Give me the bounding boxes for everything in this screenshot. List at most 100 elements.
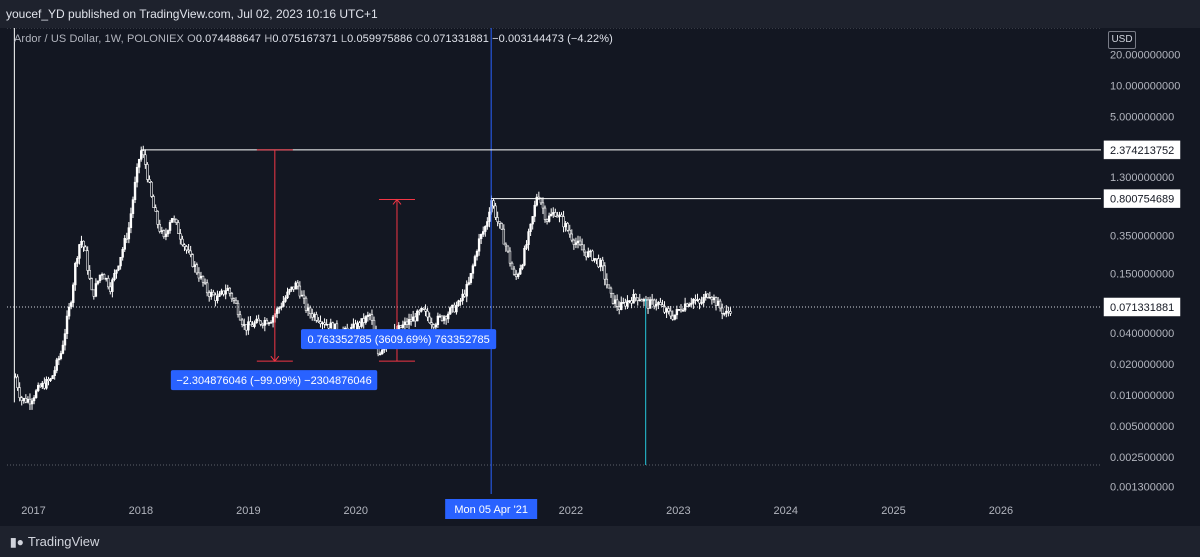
candle-body — [574, 242, 578, 245]
candle-body — [78, 244, 81, 259]
candle-body — [655, 303, 658, 307]
candle-body — [477, 238, 481, 252]
candle-body — [653, 299, 656, 307]
candle-body — [494, 205, 497, 218]
measure-arrowhead — [270, 355, 280, 362]
candle-body — [172, 218, 176, 220]
candle-body — [352, 323, 355, 328]
candle-body — [381, 349, 384, 355]
candle-body — [624, 302, 627, 307]
candle-body — [721, 307, 724, 314]
time-axis[interactable]: 2017 2018 2019 2020 2022 2023 2024 2025 2026 Mon … — [0, 494, 1101, 524]
candle-body — [550, 213, 553, 217]
time-tick-label: 2019 — [236, 505, 260, 517]
candle-body — [671, 315, 674, 320]
candle-body — [665, 308, 668, 313]
candle-body — [72, 284, 75, 303]
candle-body — [508, 250, 512, 264]
candle-body — [512, 268, 516, 275]
candle-body — [580, 244, 584, 251]
candle-body — [43, 382, 46, 389]
candle-body — [607, 284, 611, 289]
candle-body — [690, 302, 693, 305]
candle-body — [725, 310, 728, 314]
candle-body — [527, 231, 530, 245]
candle-body — [121, 249, 124, 258]
candle-body — [422, 307, 425, 310]
currency-button[interactable]: USD — [1108, 31, 1136, 49]
candle-body — [156, 211, 159, 225]
candle-body — [659, 302, 662, 305]
candle-body — [465, 284, 468, 297]
price-tick-label: 0.350000000 — [1110, 231, 1174, 243]
candle-body — [576, 240, 580, 244]
measure-label: 0.763352785 (3609.69%) 763352785 — [307, 334, 489, 346]
candle-body — [96, 280, 100, 284]
candle-body — [446, 313, 450, 320]
candle-body — [177, 222, 180, 234]
candle-body — [496, 217, 499, 223]
candle-body — [449, 307, 452, 315]
candle-body — [57, 358, 61, 361]
price-tick-label: 0.040000000 — [1110, 328, 1174, 340]
price-tick-label: 0.002500000 — [1110, 452, 1174, 464]
symbol-name: Ardor / US Dollar, 1W, POLONIEX — [14, 33, 184, 45]
candle-body — [152, 196, 155, 208]
candle-body — [107, 277, 110, 288]
candle-body — [545, 219, 549, 222]
crosshair-date-box — [445, 499, 538, 519]
candle-body — [30, 400, 34, 405]
candle-body — [142, 150, 145, 156]
candle-body — [379, 353, 382, 356]
candle-body — [681, 309, 685, 312]
candle-body — [405, 321, 409, 325]
candle-body — [492, 200, 495, 207]
candle-body — [632, 293, 635, 304]
candle-body — [224, 290, 227, 295]
level-price-tag-box — [1103, 140, 1181, 160]
candle-body — [53, 370, 56, 376]
candle-body — [222, 290, 225, 295]
candle-body — [638, 299, 641, 302]
candle-body — [226, 287, 229, 291]
candle-body — [290, 286, 293, 290]
candle-body — [88, 270, 91, 279]
price-tick-label: 1.300000000 — [1110, 172, 1174, 184]
candle-body — [424, 309, 427, 312]
candle-body — [558, 214, 561, 217]
chart-plot[interactable]: −2.304876046 (−99.09%) −2304876046 0.7633… — [7, 28, 1101, 494]
candle-body — [282, 301, 285, 307]
candle-body — [529, 223, 532, 232]
candle-body — [442, 316, 446, 321]
candle-body — [28, 398, 32, 405]
candle-body — [535, 196, 538, 206]
candle-body — [729, 311, 732, 314]
candle-body — [469, 273, 473, 283]
crosshair-date-label: Mon 05 Apr '21 — [454, 504, 528, 516]
time-tick-label: 2022 — [559, 505, 583, 517]
candle-body — [197, 272, 201, 279]
candle-body — [319, 321, 322, 324]
level-price-tag-box — [1103, 189, 1181, 208]
candle-body — [123, 238, 126, 250]
candle-body — [230, 293, 234, 300]
candle-body — [403, 321, 407, 326]
candle-body — [650, 299, 654, 301]
candle-body — [457, 300, 460, 306]
candle-body — [486, 221, 489, 227]
candle-body — [201, 275, 205, 283]
candle-body — [129, 213, 133, 228]
candle-body — [249, 321, 252, 326]
publisher-info: youcef_YD published on TradingView.com, … — [6, 7, 378, 21]
candle-body — [175, 218, 178, 223]
candle-body — [479, 234, 483, 240]
candle-body — [16, 376, 19, 388]
candle-body — [26, 398, 30, 403]
candle-body — [148, 179, 151, 183]
candle-body — [702, 297, 705, 303]
candle-body — [568, 229, 571, 235]
candle-body — [615, 299, 619, 307]
candle-body — [45, 379, 48, 389]
price-axis[interactable]: 20.000000000 10.000000000 5.000000000 1.300… — [1101, 28, 1200, 494]
tradingview-logo[interactable]: ▮● TradingView — [10, 534, 99, 549]
